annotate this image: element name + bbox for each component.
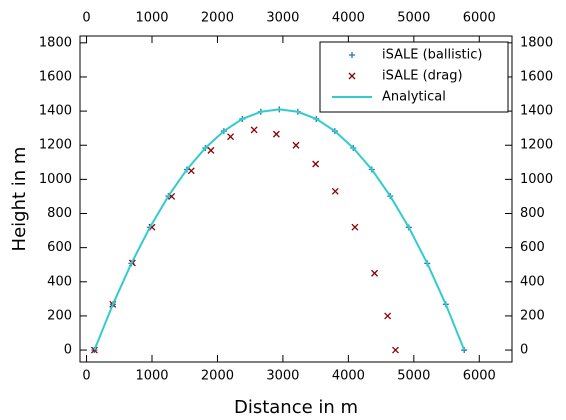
y-tick-label: 0	[64, 343, 72, 358]
data-point	[272, 130, 280, 138]
legend-label: iSALE (drag)	[382, 69, 463, 84]
data-point	[292, 141, 300, 149]
y-tick-label-right: 1400	[520, 104, 553, 119]
y-tick-label-right: 600	[520, 240, 545, 255]
data-point	[187, 167, 195, 175]
y-axis-label: Height in m	[9, 147, 30, 252]
y-tick-label: 400	[47, 274, 72, 289]
y-tick-label-right: 1000	[520, 172, 553, 187]
data-point	[371, 269, 379, 277]
legend-label: Analytical	[382, 90, 446, 105]
x-tick-label: 6000	[463, 369, 496, 384]
plot-frame	[79, 35, 513, 363]
y-tick-label: 1400	[39, 104, 72, 119]
y-tick-label-right: 1600	[520, 69, 553, 84]
y-tick-label: 600	[47, 240, 72, 255]
x-tick-label: 0	[82, 369, 90, 384]
data-point	[331, 187, 339, 195]
data-point	[351, 223, 359, 231]
legend-swatch	[349, 52, 355, 58]
x-tick-label: 4000	[332, 369, 365, 384]
x-tick-label: 2000	[201, 369, 234, 384]
y-tick-label: 1600	[39, 69, 72, 84]
x-tick-label-top: 4000	[332, 11, 365, 26]
data-point	[207, 146, 215, 154]
y-tick-label-right: 1200	[520, 138, 553, 153]
x-tick-label-top: 5000	[397, 11, 430, 26]
y-tick-label: 1200	[39, 138, 72, 153]
y-tick-label-right: 400	[520, 274, 545, 289]
x-tick-label-top: 3000	[266, 11, 299, 26]
x-tick-label: 1000	[135, 369, 168, 384]
data-point	[250, 126, 258, 134]
x-tick-label: 3000	[266, 369, 299, 384]
data-point	[227, 133, 235, 141]
x-axis-label: Distance in m	[234, 397, 358, 418]
y-tick-label-right: 0	[520, 343, 528, 358]
legend-swatch	[348, 72, 356, 80]
y-tick-label-right: 200	[520, 308, 545, 323]
y-tick-label-right: 1800	[520, 35, 553, 50]
legend-label: iSALE (ballistic)	[382, 48, 482, 63]
y-tick-label: 1800	[39, 35, 72, 50]
y-tick-label: 200	[47, 308, 72, 323]
data-point	[312, 160, 320, 168]
x-tick-label-top: 0	[82, 11, 90, 26]
y-tick-label-right: 800	[520, 206, 545, 221]
x-tick-label-top: 6000	[463, 11, 496, 26]
data-point	[384, 312, 392, 320]
y-tick-label: 1000	[39, 172, 72, 187]
analytical-line	[93, 108, 466, 351]
x-tick-label: 5000	[397, 369, 430, 384]
data-point	[392, 346, 399, 354]
x-tick-label-top: 1000	[135, 11, 168, 26]
x-tick-label-top: 2000	[201, 11, 234, 26]
y-tick-label: 800	[47, 206, 72, 221]
